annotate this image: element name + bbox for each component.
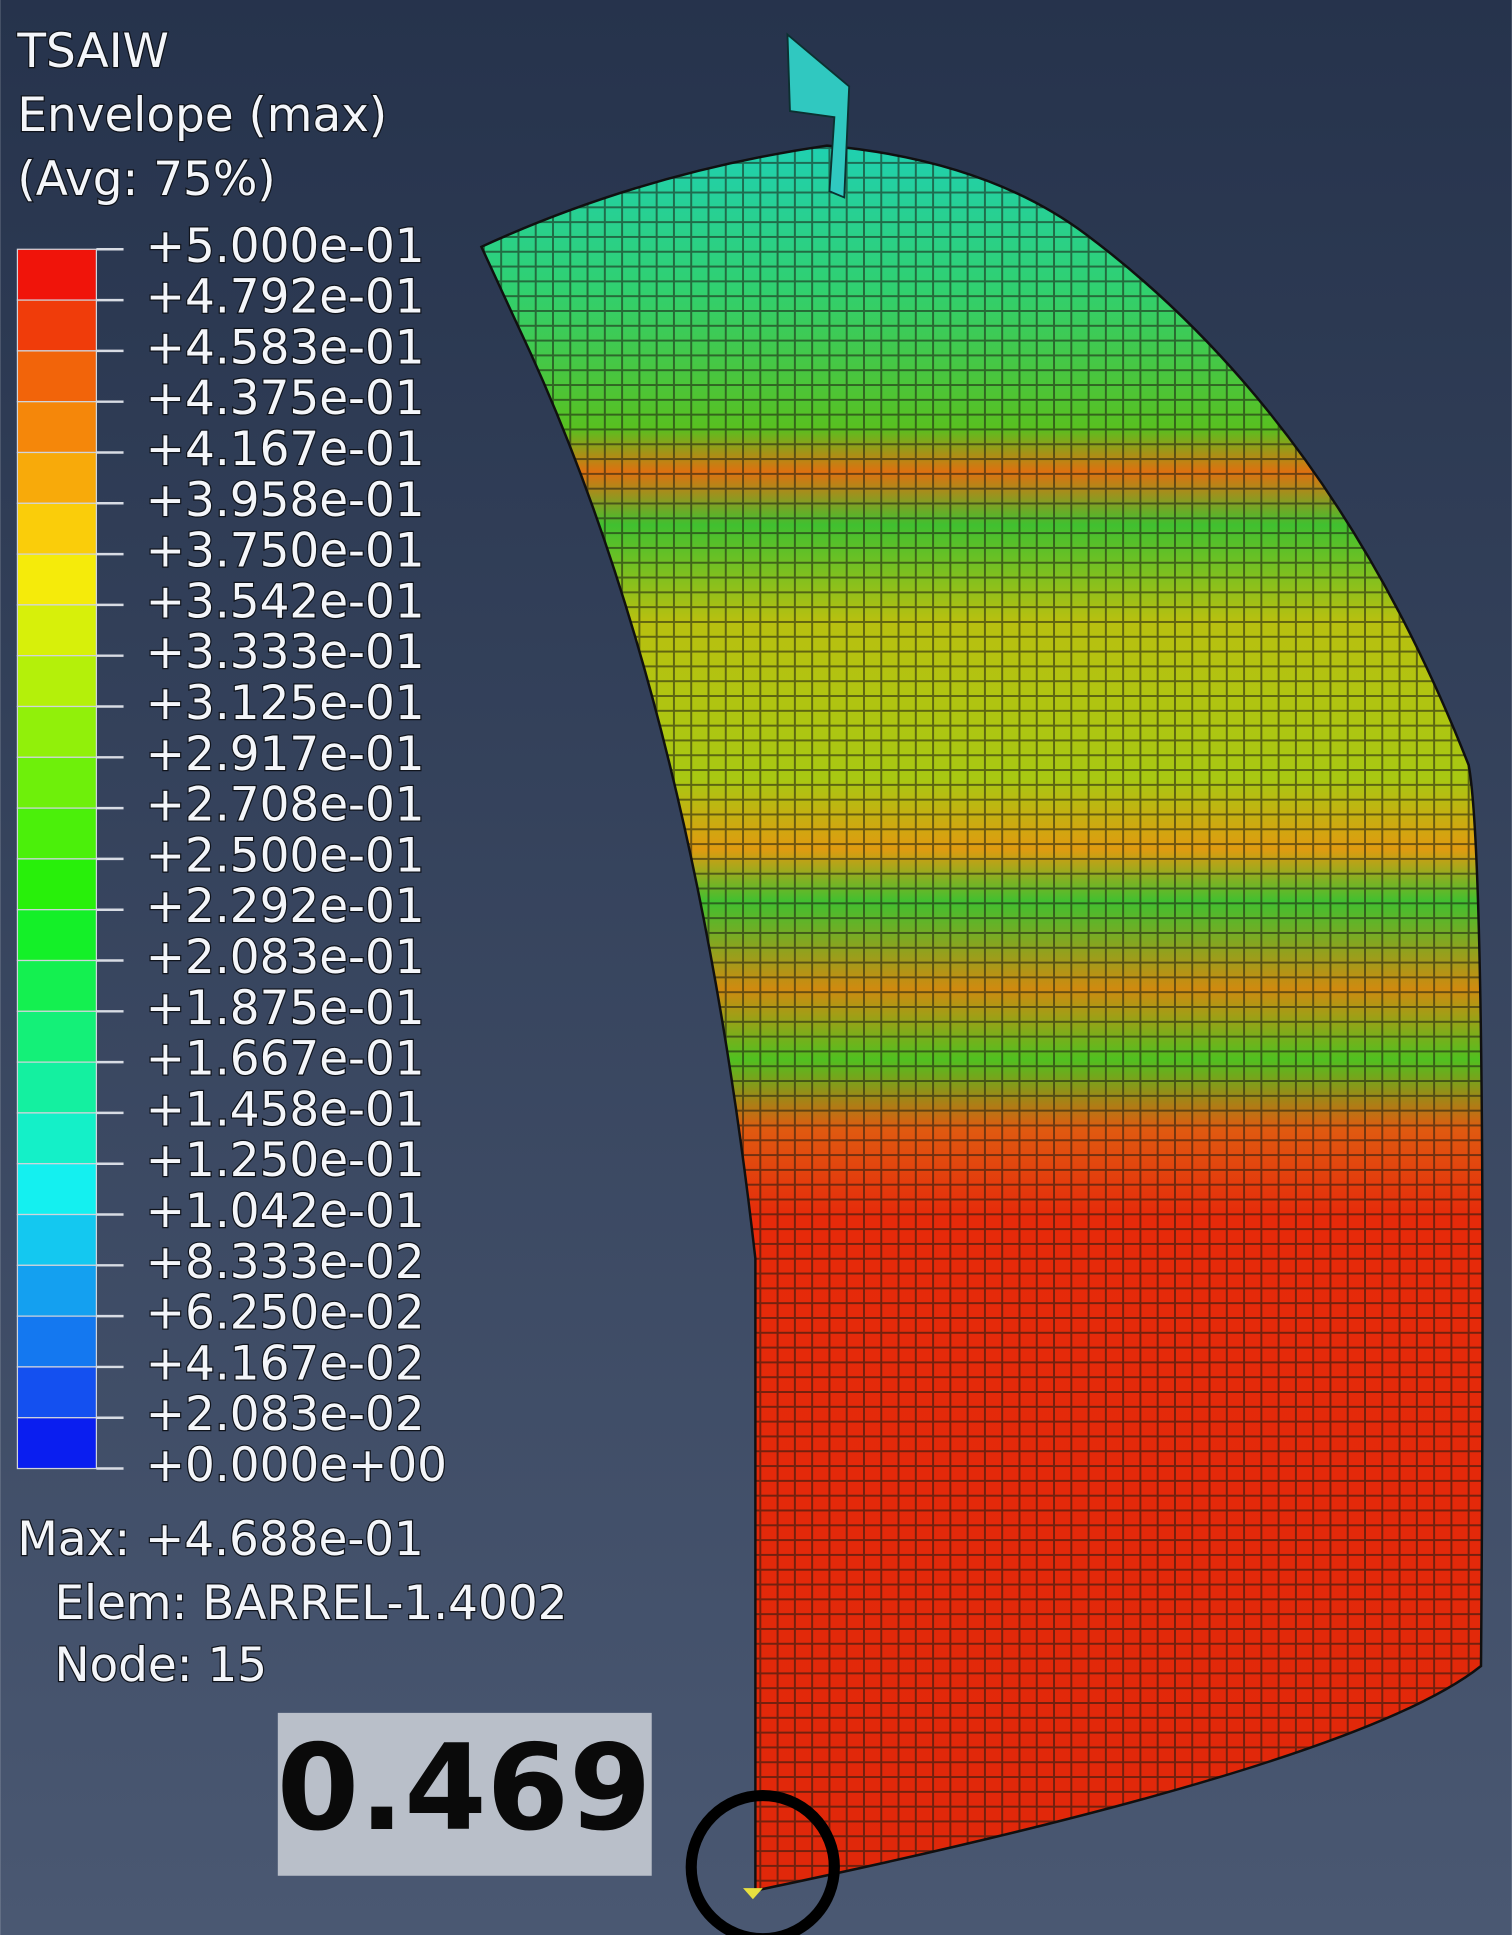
legend-band [16, 1366, 98, 1419]
legend-band [16, 705, 98, 758]
callout-value: 0.469 [277, 1719, 652, 1857]
legend-label: +3.333e-01 [146, 625, 425, 680]
legend-band [16, 959, 98, 1012]
legend-label: +2.083e-01 [146, 930, 425, 985]
legend-label: +2.917e-01 [146, 727, 425, 782]
flange [786, 32, 851, 199]
callout-box [277, 1712, 652, 1876]
legend-label: +4.375e-01 [146, 371, 425, 426]
elem-info: Elem: BARREL-1.4002 [54, 1576, 567, 1631]
legend-band [16, 1010, 98, 1063]
legend-label: +2.500e-01 [146, 828, 425, 883]
legend-label: +2.083e-02 [146, 1387, 425, 1442]
legend-band [16, 350, 98, 403]
legend-label: +4.167e-01 [146, 422, 425, 477]
legend-title: (Avg: 75%) [17, 152, 275, 207]
legend-label: +8.333e-02 [146, 1235, 425, 1290]
legend-band [16, 451, 98, 504]
legend: +5.000e-01+4.792e-01+4.583e-01+4.375e-01… [16, 218, 448, 1494]
legend-label: +4.583e-01 [146, 320, 425, 375]
legend-band [16, 909, 98, 962]
legend-band [16, 1315, 98, 1368]
legend-band [16, 248, 98, 301]
legend-band [16, 604, 98, 657]
legend-band [16, 807, 98, 860]
legend-label: +6.250e-02 [146, 1286, 425, 1341]
legend-label: +4.167e-02 [146, 1336, 425, 1391]
legend-band [16, 401, 98, 454]
legend-label: +0.000e+00 [146, 1438, 447, 1493]
model-outline [479, 144, 1484, 1893]
legend-label: +1.875e-01 [146, 981, 425, 1036]
legend-band [16, 655, 98, 708]
legend-label: +1.458e-01 [146, 1082, 425, 1137]
legend-band [16, 756, 98, 809]
legend-label: +1.667e-01 [146, 1032, 425, 1087]
legend-band [16, 1061, 98, 1114]
legend-label: +3.125e-01 [146, 676, 425, 731]
legend-label: +1.042e-01 [146, 1184, 425, 1239]
legend-band [16, 858, 98, 911]
legend-label: +2.708e-01 [146, 778, 425, 833]
legend-label: +1.250e-01 [146, 1133, 425, 1188]
legend-label: +4.792e-01 [146, 270, 425, 325]
node-marker [743, 1888, 763, 1900]
legend-band [16, 1264, 98, 1317]
legend-band [16, 299, 98, 352]
legend-label: +3.542e-01 [146, 574, 425, 629]
legend-label: +5.000e-01 [146, 219, 425, 274]
legend-band [16, 1163, 98, 1216]
legend-label: +3.958e-01 [146, 473, 425, 528]
legend-title: Envelope (max) [17, 88, 387, 143]
legend-band [16, 1417, 98, 1470]
legend-label: +2.292e-01 [146, 879, 425, 934]
legend-band [16, 553, 98, 606]
legend-band [16, 1213, 98, 1266]
max-location-marker [685, 1790, 840, 1935]
node-info: Node: 15 [54, 1638, 267, 1693]
legend-title: TSAIW [16, 24, 169, 79]
legend-band [16, 502, 98, 555]
legend-label: +3.750e-01 [146, 524, 425, 579]
legend-band [16, 1112, 98, 1165]
max-info: Max: +4.688e-01 [17, 1512, 423, 1567]
